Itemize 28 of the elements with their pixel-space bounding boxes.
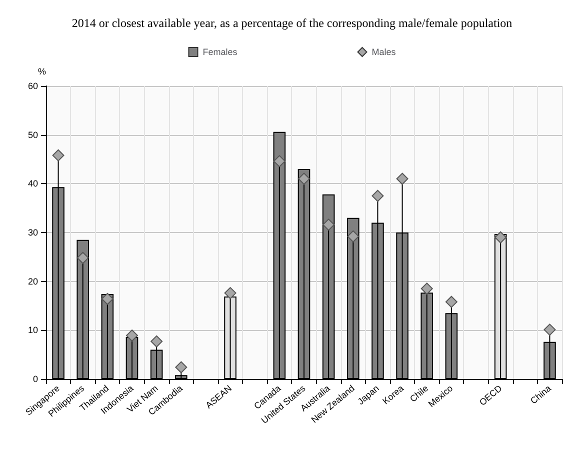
chart-title: 2014 or closest available year, as a percentage of the corresponding male/female population [72, 16, 512, 30]
point [150, 335, 163, 348]
y-tick-label: 50 [28, 130, 38, 140]
point [322, 218, 335, 231]
legend-label: Females [202, 47, 238, 57]
point [76, 252, 89, 264]
point [347, 230, 360, 242]
y-tick-label: 10 [28, 325, 38, 336]
y-tick-label: 20 [28, 276, 38, 286]
point [298, 172, 310, 185]
y-axis-title: % [38, 66, 46, 76]
point [396, 172, 408, 185]
point [52, 149, 64, 162]
point [494, 231, 507, 244]
y-tick-label: 0 [32, 374, 38, 384]
point [224, 287, 236, 300]
point [101, 292, 114, 305]
y-tick-label: 40 [28, 178, 38, 189]
point [273, 155, 286, 168]
y-tick-label: 30 [28, 228, 38, 238]
y-tick-label: 60 [28, 81, 38, 91]
point [544, 324, 556, 336]
legend-label: Males [372, 47, 396, 57]
point [445, 296, 458, 308]
point [126, 330, 138, 342]
point [420, 282, 433, 295]
point [175, 361, 188, 374]
point [372, 190, 384, 202]
